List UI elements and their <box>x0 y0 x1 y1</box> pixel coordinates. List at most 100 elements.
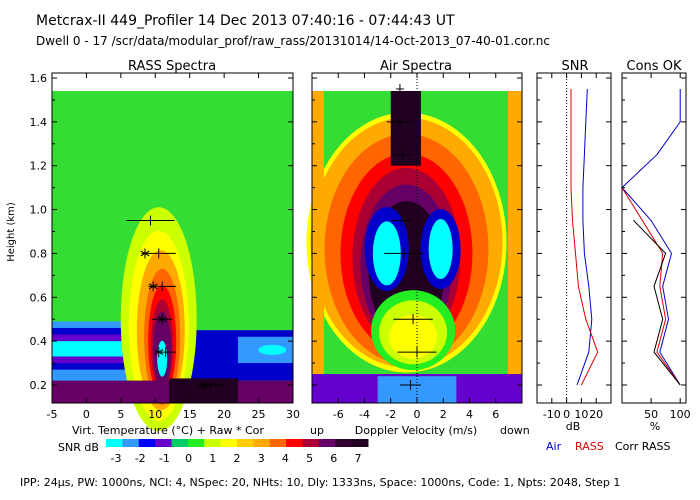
rass-ytick-label: 1.4 <box>30 116 48 129</box>
colorbar-swatch <box>106 439 123 447</box>
y-axis-label: Height (km) <box>6 202 17 262</box>
footer-text: IPP: 24μs, PW: 1000ns, NCI: 4, NSpec: 20… <box>20 476 620 489</box>
snr-xtick-label: -10 <box>543 408 561 421</box>
rass-ytick-label: 0.8 <box>30 247 48 260</box>
rass-cor-stroke <box>148 283 158 290</box>
rass-cor-point <box>148 281 158 292</box>
air-edge <box>312 91 324 403</box>
air-top-column <box>390 91 421 166</box>
cons-xtick-label: 50 <box>644 408 658 421</box>
air-edge <box>508 91 522 403</box>
rass-cor-point <box>140 248 150 259</box>
legend-corr-rass: Corr RASS <box>615 440 670 453</box>
air-xlabel-up: up <box>310 424 324 437</box>
snr-xtick-label: 0 <box>563 408 570 421</box>
colorbar-swatch <box>220 439 238 447</box>
snr-frame <box>536 72 612 404</box>
colorbar-tick-label: 6 <box>330 452 337 465</box>
air-xtick-label: 0 <box>414 408 421 421</box>
colorbar-tick-label: -1 <box>159 452 170 465</box>
colorbar: -3 -2 -1 0 1 2 3 4 5 6 7 <box>106 439 369 465</box>
air-xtick-label: 4 <box>466 408 473 421</box>
legend-air: Air <box>546 440 562 453</box>
cons-title: Cons OK <box>627 59 682 74</box>
rass-cor-stroke <box>157 316 167 323</box>
rass-xtick-label: 30 <box>286 408 300 421</box>
rass-ytick-label: 1.0 <box>30 204 48 217</box>
rass-spectra-panel: 0.2 0.4 0.6 0.8 1.0 1.2 1.4 1.6 -5 0 5 10 15 20 25 30 <box>30 72 300 432</box>
snr-series-air <box>576 88 593 386</box>
colorbar-tick-label: -3 <box>111 452 122 465</box>
air-xlabel: Doppler Velocity (m/s) <box>355 424 477 437</box>
snr-title: SNR <box>561 59 588 74</box>
colorbar-tick-label: 3 <box>258 452 265 465</box>
rass-title: RASS Spectra <box>128 59 216 74</box>
colorbar-tick-label: 5 <box>306 452 313 465</box>
rass-xlabel: Virt. Temperature (°C) + Raw * Cor <box>72 424 264 437</box>
colorbar-tick-label: 2 <box>234 452 241 465</box>
air-xlabel-down: down <box>500 424 530 437</box>
snr-xlabel: dB <box>566 420 581 433</box>
colorbar-tick-label: 7 <box>355 452 362 465</box>
rass-cor-point <box>198 380 209 390</box>
rass-cor-stroke <box>140 250 150 257</box>
rass-ytick-label: 0.6 <box>30 291 48 304</box>
cons-xlabel: % <box>650 420 660 433</box>
colorbar-swatch <box>237 439 254 447</box>
rass-frame <box>51 72 294 404</box>
cons-series-air <box>621 89 681 386</box>
colorbar-swatch <box>171 439 189 447</box>
air-xtick-label: -4 <box>359 408 370 421</box>
air-xtick-label: -2 <box>385 408 396 421</box>
rass-plume-contour <box>157 340 168 377</box>
colorbar-label: SNR dB <box>58 441 99 454</box>
colorbar-swatch <box>122 439 140 447</box>
air-xtick-label: 2 <box>440 408 447 421</box>
snr-xtick-label: 20 <box>589 408 603 421</box>
cons-series-corr-rass <box>633 220 681 386</box>
legend-rass: RASS <box>575 440 604 453</box>
colorbar-tick-label: 0 <box>185 452 192 465</box>
rass-band <box>258 344 287 355</box>
cons-ok-panel: 50 100 <box>621 72 691 421</box>
rass-xtick-label: 0 <box>83 408 90 421</box>
air-core <box>428 219 453 280</box>
rass-xtick-label: 5 <box>117 408 124 421</box>
rass-ytick-label: 0.4 <box>30 335 48 348</box>
header-line-2: Dwell 0 - 17 /scr/data/modular_prof/raw_… <box>36 34 550 48</box>
rass-ytick-label: 1.2 <box>30 160 48 173</box>
colorbar-swatch <box>302 439 320 447</box>
rass-ytick-label: 1.6 <box>30 72 48 85</box>
rass-xtick-label: -5 <box>47 408 58 421</box>
rass-xtick-label: 20 <box>217 408 231 421</box>
cons-frame <box>621 72 687 404</box>
air-xtick-label: -6 <box>333 408 344 421</box>
air-spectra-panel: -6 -4 -2 0 2 4 6 <box>306 72 523 421</box>
rass-cor-stroke <box>198 382 209 388</box>
air-title: Air Spectra <box>380 59 452 74</box>
header-line-1: Metcrax-II 449_Profiler 14 Dec 2013 07:4… <box>36 13 455 29</box>
rass-cor-point <box>154 347 164 358</box>
air-xtick-label: 6 <box>492 408 499 421</box>
rass-cor-stroke <box>154 349 164 356</box>
colorbar-swatch <box>253 439 271 447</box>
colorbar-tick-label: 1 <box>209 452 216 465</box>
cons-xtick-label: 100 <box>670 408 691 421</box>
air-lower <box>389 314 438 359</box>
colorbar-tick-label: 4 <box>282 452 289 465</box>
rass-ytick-label: 0.2 <box>30 379 48 392</box>
colorbar-swatch <box>269 439 287 447</box>
colorbar-tick-label: -2 <box>135 452 146 465</box>
snr-xtick-label: 10 <box>574 408 588 421</box>
snr-panel: -10 0 10 20 <box>536 72 612 421</box>
colorbar-swatch <box>351 439 369 447</box>
snr-series-rass <box>570 89 599 386</box>
rass-xtick-label: 15 <box>183 408 197 421</box>
colorbar-swatch <box>155 439 172 447</box>
colorbar-swatch <box>286 439 303 447</box>
rass-cor-point <box>157 314 167 325</box>
colorbar-swatch <box>204 439 222 447</box>
colorbar-swatch <box>187 439 205 447</box>
rass-xtick-label: 10 <box>148 408 162 421</box>
